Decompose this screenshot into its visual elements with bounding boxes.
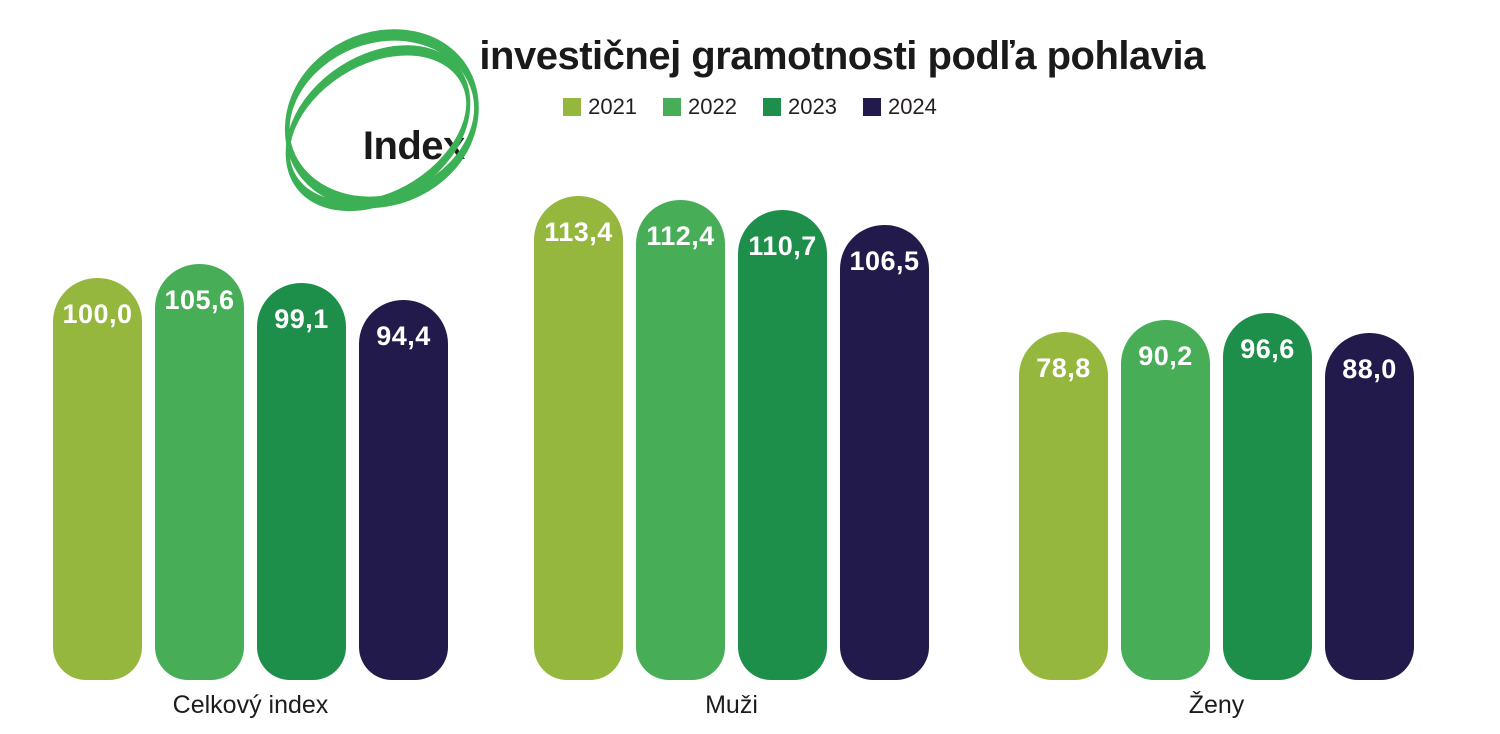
bar-2024-celkovy-index: 94,4 — [359, 300, 448, 680]
legend-item-2022: 2022 — [663, 94, 737, 120]
legend-swatch-2021 — [563, 98, 582, 116]
bar-group-muzi: 113,4 112,4 110,7 106,5 — [534, 196, 929, 680]
bar-2024-zeny: 88,0 — [1325, 333, 1414, 680]
legend-item-2021: 2021 — [563, 94, 637, 120]
bar-2024-muzi: 106,5 — [840, 225, 929, 680]
bar-2021-celkovy-index: 100,0 — [53, 278, 142, 680]
bar-value-label: 100,0 — [62, 299, 133, 329]
bar-2022-muzi: 112,4 — [636, 200, 725, 680]
legend-label-2021: 2021 — [588, 94, 638, 119]
bar-2023-muzi: 110,7 — [738, 210, 827, 680]
bar-value-label: 113,4 — [544, 217, 613, 247]
bar-2021-zeny: 78,8 — [1019, 332, 1108, 680]
bar-2021-muzi: 113,4 — [534, 196, 623, 680]
circled-word-wrapper: Index — [285, 29, 479, 214]
bar-value-label: 88,0 — [1342, 354, 1397, 384]
bar-group-zeny: 78,8 90,2 96,6 88,0 — [1019, 313, 1414, 680]
legend-label-2022: 2022 — [688, 94, 737, 119]
bar-value-label: 110,7 — [748, 231, 817, 261]
category-label-zeny: Ženy — [1188, 691, 1245, 719]
bar-2023-zeny: 96,6 — [1223, 313, 1312, 680]
bar-2022-zeny: 90,2 — [1121, 320, 1210, 680]
category-label-muzi: Muži — [705, 691, 758, 719]
legend-item-2024: 2024 — [862, 94, 937, 120]
bar-value-label: 78,8 — [1036, 353, 1091, 383]
bar-value-label: 112,4 — [646, 221, 715, 251]
bar-value-label: 105,6 — [164, 285, 235, 315]
category-label-celkovy-index: Celkový index — [172, 691, 329, 719]
bar-value-label: 90,2 — [1138, 341, 1193, 371]
bar-value-label: 96,6 — [1240, 334, 1295, 364]
legend-swatch-2024 — [862, 98, 881, 116]
legend-label-2023: 2023 — [788, 94, 837, 119]
bar-group-celkovy-index: 100,0 105,6 99,1 94,4 — [53, 264, 448, 680]
legend-item-2023: 2023 — [763, 94, 837, 120]
title-rest: investičnej gramotnosti podľa pohlavia — [468, 34, 1205, 78]
legend-label-2024: 2024 — [887, 94, 937, 119]
chart-legend: 2021 2022 2023 2024 — [0, 94, 1500, 120]
bar-2023-celkovy-index: 99,1 — [257, 283, 346, 680]
chart-title: Index investičnej gramotnosti podľa pohl… — [0, 29, 1500, 214]
bar-value-label: 94,4 — [376, 321, 431, 351]
bar-value-label: 99,1 — [274, 304, 329, 334]
title-circled-word: Index — [362, 124, 465, 168]
bar-value-label: 106,5 — [849, 246, 920, 276]
legend-swatch-2022 — [663, 98, 682, 116]
legend-swatch-2023 — [763, 98, 781, 116]
bar-2022-celkovy-index: 105,6 — [155, 264, 244, 680]
